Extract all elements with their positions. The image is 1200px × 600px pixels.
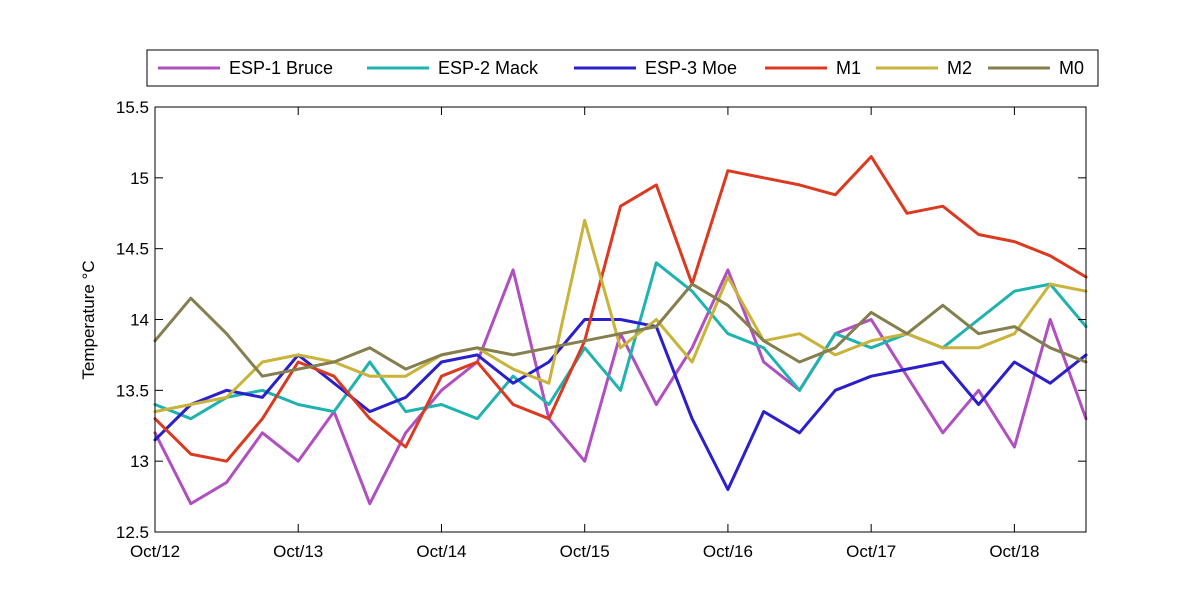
y-tick-label: 14 (130, 311, 149, 330)
y-tick-label: 15.5 (116, 98, 149, 117)
axes: 12.5 13 13.5 14 14.5 15 15.5 Oct/12 Oct/13 Oct/14… (116, 98, 1086, 561)
x-tick-label: Oct/13 (273, 542, 323, 561)
x-tick-label: Oct/15 (560, 542, 610, 561)
legend: ESP-1 Bruce ESP-2 Mack ESP-3 Moe M1 M2 M0 (146, 49, 1099, 87)
legend-label: ESP-2 Mack (438, 58, 539, 78)
x-tick-label: Oct/16 (703, 542, 753, 561)
series-line-esp-3-moe (153, 318, 1088, 491)
x-tick-label: Oct/12 (130, 542, 180, 561)
legend-label: M1 (836, 58, 861, 78)
x-tick-label: Oct/18 (989, 542, 1039, 561)
y-axis-title: Temperature °C (79, 260, 98, 379)
series-line-esp-2-mack (153, 261, 1088, 421)
legend-label: M2 (947, 58, 972, 78)
x-tick-label: Oct/17 (846, 542, 896, 561)
y-tick-label: 13.5 (116, 381, 149, 400)
legend-label: ESP-3 Moe (645, 58, 737, 78)
x-tick-label: Oct/14 (416, 542, 466, 561)
y-tick-label: 14.5 (116, 240, 149, 259)
y-tick-label: 13 (130, 452, 149, 471)
series-line-m2 (153, 218, 1088, 414)
y-tick-label: 15 (130, 169, 149, 188)
legend-label: M0 (1059, 58, 1084, 78)
y-tick-label: 12.5 (116, 523, 149, 542)
series-layer (153, 155, 1088, 506)
legend-label: ESP-1 Bruce (229, 58, 333, 78)
series-line-m0 (153, 282, 1088, 378)
